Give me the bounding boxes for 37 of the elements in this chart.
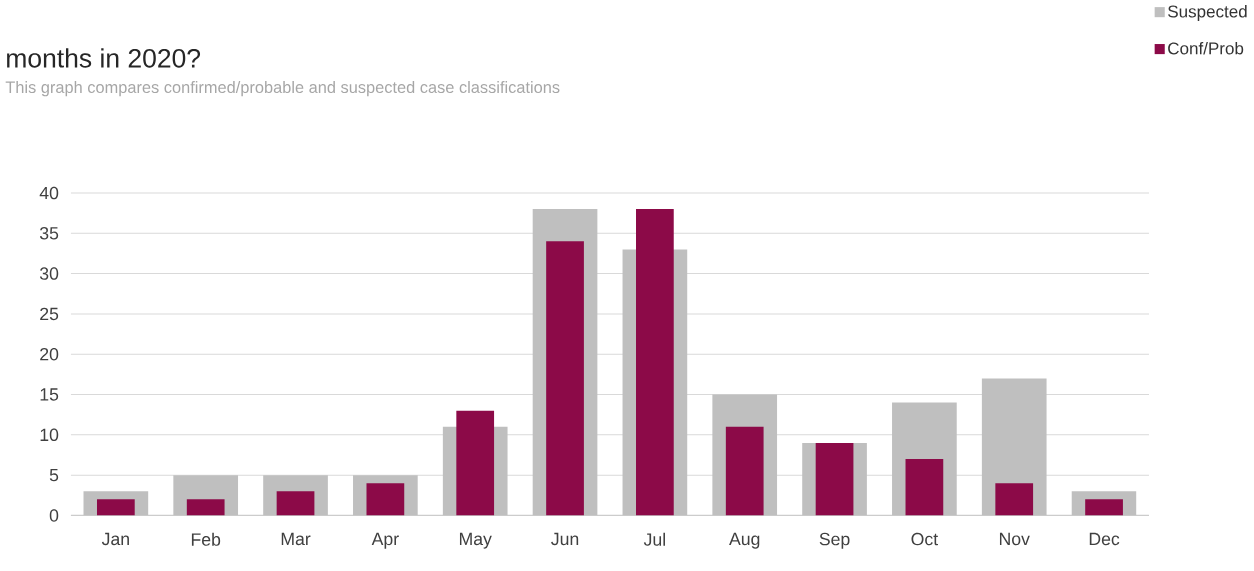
legend-label: Conf/Prob (1168, 41, 1244, 55)
y-tick-label: 15 (40, 388, 59, 401)
x-tick-label: Dec (1089, 532, 1120, 546)
y-tick-label: 5 (49, 468, 59, 482)
bar (96, 499, 135, 516)
bar (995, 483, 1034, 516)
x-tick-label: Mar (281, 532, 311, 546)
x-tick-label: May (459, 532, 492, 549)
y-tick-label: 10 (40, 428, 59, 441)
y-tick-label: 20 (40, 347, 59, 361)
bar (546, 241, 584, 516)
x-tick-label: Jun (551, 532, 579, 546)
bar (186, 499, 225, 516)
bar (456, 410, 495, 516)
x-tick-label: Feb (191, 532, 221, 546)
y-tick-label: 30 (39, 267, 59, 280)
bar (276, 491, 315, 516)
y-tick-label: 25 (40, 307, 59, 321)
legend-label: Suspected (1168, 4, 1247, 21)
bar (905, 458, 944, 516)
chart-subtitle: This graph compares confirmed/probable and suspected case classifications (5, 80, 560, 97)
x-tick-label: Oct (911, 532, 938, 546)
x-tick-label: Sep (819, 532, 850, 549)
y-tick-label: 35 (39, 226, 59, 240)
y-tick-label: 40 (39, 186, 59, 200)
bar (725, 426, 764, 516)
bar (815, 442, 854, 516)
chart-title: months in 2020? (7, 48, 201, 68)
bar (366, 483, 405, 516)
x-tick-label: Apr (371, 532, 399, 549)
x-tick-label: Nov (999, 532, 1030, 546)
bar (1085, 499, 1123, 516)
x-tick-label: Jan (101, 532, 129, 546)
x-tick-label: Aug (729, 532, 760, 549)
bar (636, 208, 674, 516)
x-tick-label: Jul (643, 532, 665, 546)
y-tick-label: 0 (49, 509, 59, 522)
